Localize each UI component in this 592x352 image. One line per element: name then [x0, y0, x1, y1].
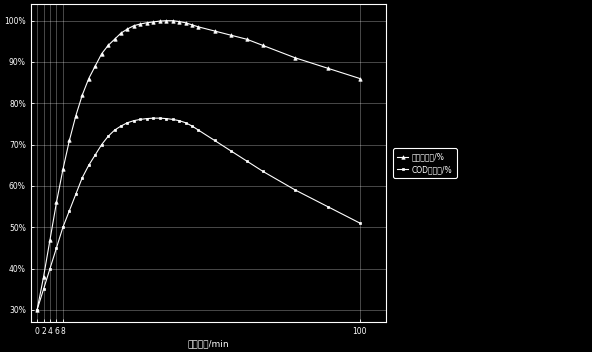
Legend: 苯酚去除率/%, COD去除率/%: 苯酚去除率/%, COD去除率/% — [393, 149, 456, 178]
X-axis label: 电解时间/min: 电解时间/min — [187, 339, 229, 348]
